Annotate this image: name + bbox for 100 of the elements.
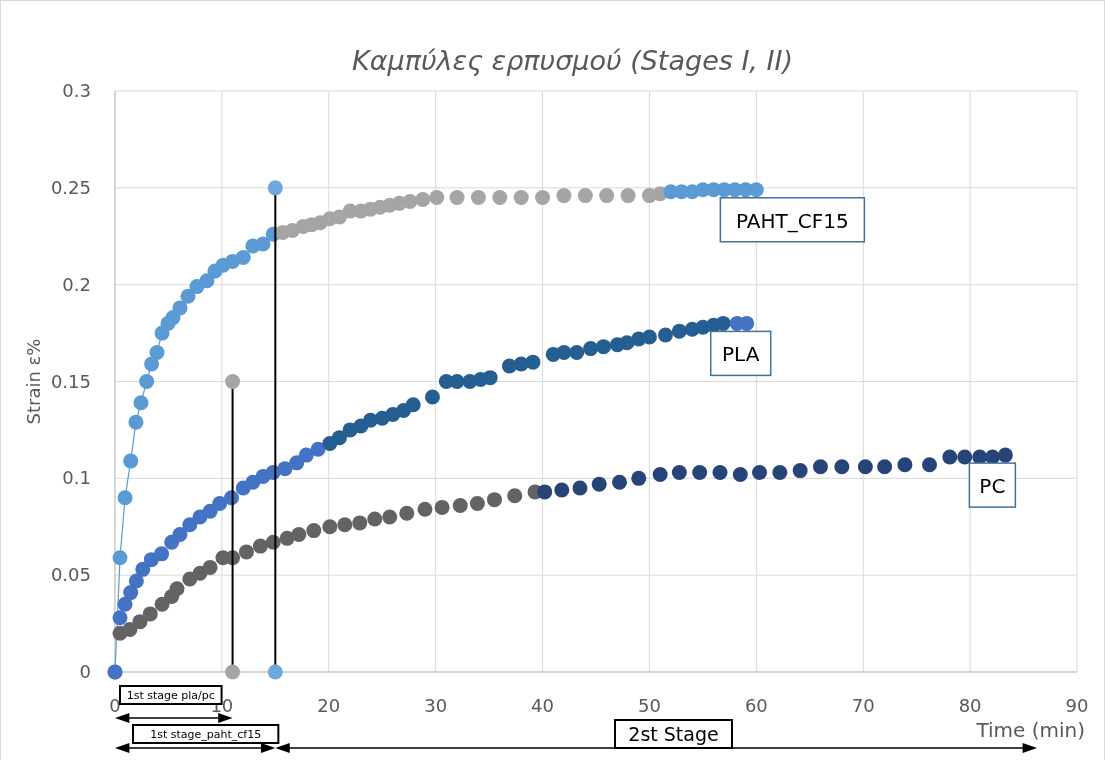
point — [482, 370, 498, 386]
point — [671, 323, 687, 339]
point — [112, 610, 128, 626]
point — [144, 356, 160, 372]
point — [417, 501, 433, 517]
point — [382, 509, 398, 525]
point — [123, 585, 139, 601]
point — [857, 459, 873, 475]
x-tick-label: 20 — [317, 695, 341, 716]
point — [599, 188, 615, 204]
point — [225, 664, 241, 680]
point — [117, 490, 133, 506]
y-tick-label: 0.3 — [62, 80, 91, 101]
point — [556, 344, 572, 360]
point — [535, 190, 551, 206]
point — [310, 441, 326, 457]
series-label: PAHT_CF15 — [736, 208, 849, 233]
x-tick-label: 70 — [851, 695, 875, 716]
point — [449, 374, 465, 389]
point — [752, 465, 768, 481]
x-tick-label: 40 — [531, 695, 555, 716]
point — [671, 465, 687, 481]
point — [921, 457, 937, 473]
point — [429, 190, 445, 206]
point — [657, 327, 673, 343]
point — [424, 389, 440, 405]
point — [367, 511, 383, 527]
point — [434, 499, 450, 515]
point — [595, 339, 611, 355]
point — [556, 188, 572, 204]
point — [405, 397, 421, 413]
x-axis-title: Time (min) — [975, 718, 1085, 742]
point — [225, 374, 241, 389]
point — [572, 480, 588, 496]
point — [212, 496, 228, 512]
point — [492, 190, 508, 206]
point — [154, 546, 170, 562]
y-tick-label: 0.2 — [62, 273, 91, 295]
point — [470, 190, 486, 206]
point — [235, 250, 251, 266]
y-tick-label: 0.15 — [50, 370, 91, 392]
point — [122, 621, 138, 637]
point — [289, 455, 305, 471]
point — [279, 530, 295, 546]
point — [834, 459, 850, 475]
point — [172, 300, 188, 316]
point — [149, 344, 165, 360]
text: 1st stage_paht_cf15 — [150, 727, 262, 741]
point — [452, 497, 468, 513]
point — [641, 329, 657, 345]
point — [957, 449, 973, 465]
x-tick-label: 80 — [958, 695, 982, 716]
point — [449, 190, 465, 206]
point — [877, 459, 893, 475]
point — [525, 354, 541, 370]
point — [507, 488, 523, 504]
point — [812, 459, 828, 475]
x-tick-label: 90 — [1065, 695, 1089, 716]
point — [202, 559, 218, 575]
point — [133, 395, 149, 411]
point — [306, 523, 322, 539]
point — [513, 190, 529, 206]
point — [715, 315, 731, 331]
point — [291, 527, 307, 542]
point — [537, 484, 553, 500]
x-tick-label: 60 — [744, 695, 768, 716]
point — [202, 503, 218, 519]
point — [123, 453, 139, 469]
point — [255, 236, 271, 252]
y-axis-title: Strain ε% — [23, 338, 44, 425]
point — [117, 596, 133, 612]
point — [128, 414, 144, 430]
point — [331, 430, 347, 446]
text: 2st Stage — [628, 722, 719, 745]
point — [591, 476, 607, 492]
point — [402, 193, 418, 209]
y-tick-label: 0.1 — [62, 467, 91, 489]
point — [577, 188, 593, 204]
point — [631, 470, 647, 486]
point — [583, 341, 599, 357]
point — [180, 288, 196, 304]
point — [792, 463, 808, 479]
point — [748, 182, 764, 198]
chart-title: Καμπύλες ερπυσμού (Stages I, II) — [352, 45, 793, 76]
point — [277, 461, 293, 477]
point — [469, 496, 485, 512]
point — [252, 538, 268, 554]
point — [135, 561, 151, 577]
y-tick-label: 0.05 — [50, 564, 91, 586]
x-tick-label: 30 — [424, 695, 448, 716]
point — [132, 614, 148, 630]
point — [298, 447, 314, 463]
x-tick-label: 50 — [637, 695, 661, 716]
series-label: PLA — [722, 342, 760, 367]
y-tick-label: 0 — [79, 661, 91, 682]
point — [997, 447, 1013, 463]
point — [182, 517, 198, 533]
point — [399, 505, 415, 521]
point — [112, 550, 128, 566]
point — [486, 492, 502, 508]
